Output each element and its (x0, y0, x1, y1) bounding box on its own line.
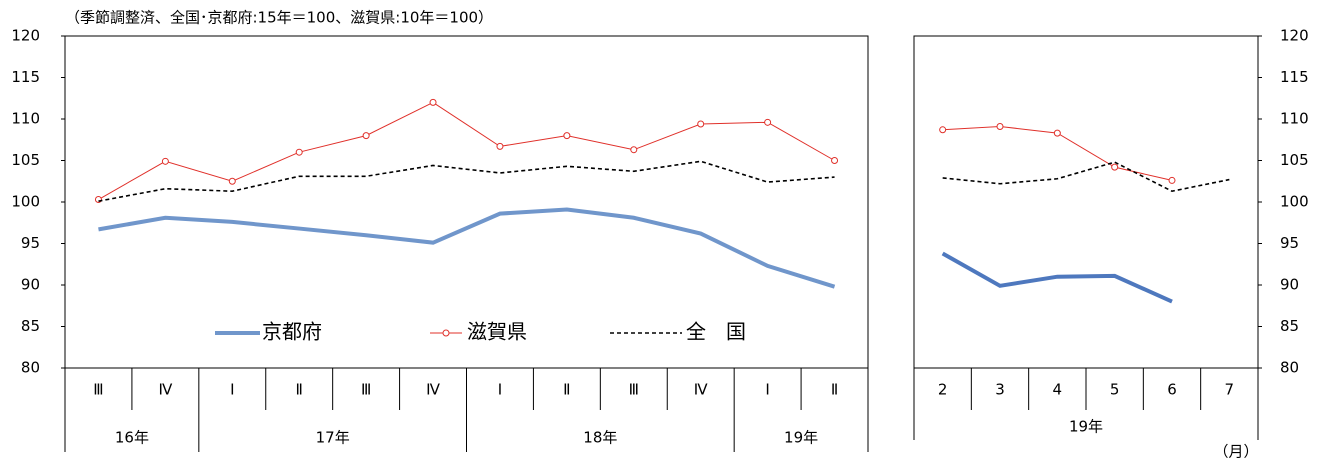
x-tick-label: 7 (1225, 381, 1235, 399)
y-tick-label: 120 (11, 27, 40, 45)
series-line (98, 101, 835, 200)
marker (831, 157, 839, 164)
marker (563, 132, 571, 140)
x-tick-label: 5 (1110, 381, 1120, 399)
x-tick-label: 2 (938, 381, 948, 399)
x-tick-label: Ⅱ (296, 381, 303, 399)
marker (630, 146, 638, 154)
plot-frame (64, 35, 869, 369)
legend-marker (442, 329, 450, 337)
marker (764, 118, 772, 126)
group-label: 17年 (316, 429, 350, 447)
group-label: 19年 (784, 429, 818, 447)
series-line (941, 251, 1173, 304)
y-tick-label: 105 (11, 151, 40, 169)
x-tick-label: Ⅱ (831, 381, 838, 399)
marker (228, 177, 236, 185)
group-label: 16年 (115, 429, 149, 447)
legend-label: 京都府 (262, 320, 322, 344)
marker (697, 120, 705, 128)
x-tick-label: Ⅲ (361, 381, 371, 399)
y-tick-label: 120 (1280, 27, 1309, 45)
y-tick-label: 80 (1280, 359, 1299, 377)
x-tick-label: Ⅲ (629, 381, 639, 399)
y-tick-label: 100 (11, 193, 40, 211)
y-tick-label: 90 (1280, 276, 1299, 294)
series-line (98, 160, 835, 202)
y-tick-label: 115 (1280, 68, 1309, 86)
y-tick-label: 110 (1280, 110, 1309, 128)
x-tick-label: Ⅳ (426, 381, 440, 399)
y-tick-label: 95 (1280, 234, 1299, 252)
x-tick-label: Ⅲ (93, 381, 103, 399)
marker (939, 126, 947, 134)
series-line (98, 207, 836, 289)
x-tick-label: 4 (1053, 381, 1063, 399)
marker (295, 148, 303, 156)
marker (1111, 163, 1119, 171)
group-label: 19年 (1069, 418, 1103, 436)
subtitle: （季節調整済、全国･京都府:15年＝100、滋賀県:10年＝100） (65, 9, 493, 27)
x-unit: （月） (1213, 443, 1258, 461)
marker (1053, 129, 1061, 137)
marker (1168, 176, 1176, 184)
x-tick-label: Ⅳ (158, 381, 172, 399)
x-tick-label: Ⅱ (563, 381, 570, 399)
legend-label: 滋賀県 (467, 320, 527, 344)
x-tick-label: Ⅳ (694, 381, 708, 399)
y-tick-label: 110 (11, 110, 40, 128)
x-tick-label: 3 (995, 381, 1005, 399)
y-tick-label: 100 (1280, 193, 1309, 211)
x-tick-label: 6 (1167, 381, 1177, 399)
marker (429, 98, 437, 106)
marker (94, 196, 102, 204)
x-tick-label: Ⅰ (498, 381, 502, 399)
y-tick-label: 85 (1280, 317, 1299, 335)
marker (161, 157, 169, 165)
series-line (942, 161, 1230, 193)
marker (496, 142, 504, 150)
y-tick-label: 105 (1280, 151, 1309, 169)
legend-label: 全 国 (686, 320, 746, 344)
y-tick-label: 85 (21, 317, 40, 335)
x-tick-label: Ⅰ (765, 381, 769, 399)
marker (996, 122, 1004, 130)
y-tick-label: 90 (21, 276, 40, 294)
y-tick-label: 115 (11, 68, 40, 86)
plot-frame (913, 35, 1259, 369)
y-tick-label: 95 (21, 234, 40, 252)
marker (362, 132, 370, 140)
x-tick-label: Ⅰ (230, 381, 234, 399)
group-label: 18年 (583, 429, 617, 447)
y-tick-label: 80 (21, 359, 40, 377)
